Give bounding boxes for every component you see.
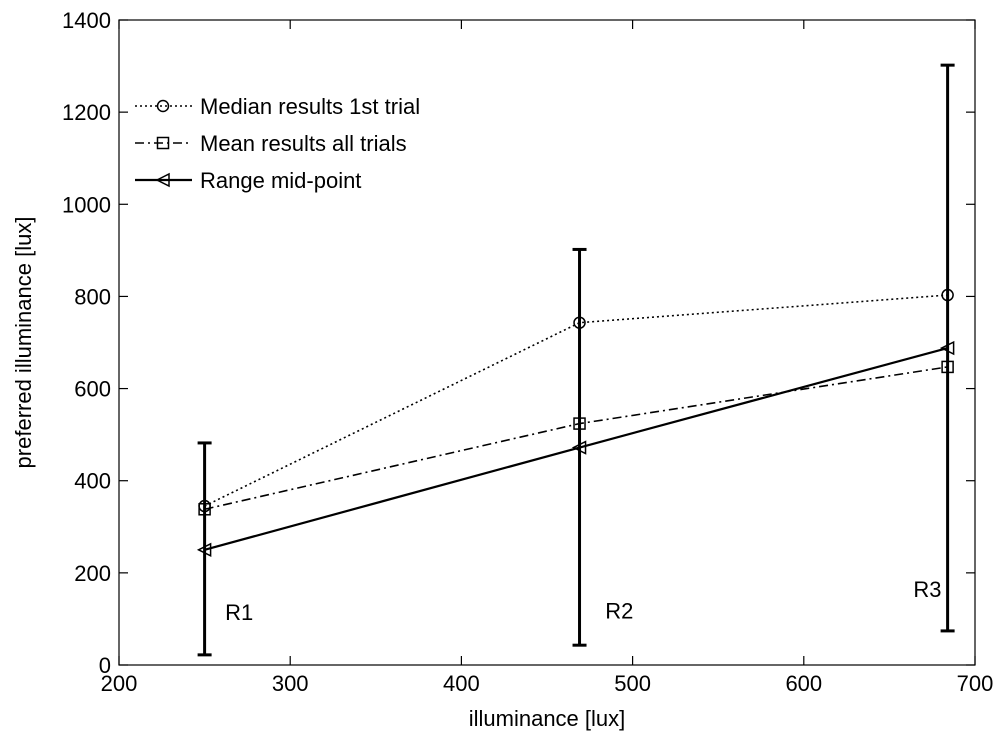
y-tick-label: 200 xyxy=(74,561,111,586)
y-tick-label: 1400 xyxy=(62,8,111,33)
marker-circle xyxy=(573,316,586,329)
annotations: R1 R2 R3 xyxy=(225,577,941,625)
region-label: R3 xyxy=(913,577,941,602)
y-tick-label: 800 xyxy=(74,284,111,309)
legend: Median results 1st trial Mean results all… xyxy=(135,94,420,193)
y-tick-label: 400 xyxy=(74,469,111,494)
y-tick-label: 0 xyxy=(99,653,111,678)
legend-label: Mean results all trials xyxy=(200,131,407,156)
y-tick-label: 1000 xyxy=(62,192,111,217)
series-line xyxy=(204,366,948,511)
marker-triangle xyxy=(196,542,212,558)
x-tick-label: 400 xyxy=(443,671,480,696)
axis-ticks: 200 300 400 500 600 7000200400600800100012001… xyxy=(62,8,993,696)
marker-circle xyxy=(156,99,170,113)
x-tick-label: 700 xyxy=(957,671,994,696)
x-tick-label: 500 xyxy=(614,671,651,696)
y-tick-label: 1200 xyxy=(62,100,111,125)
legend-label: Range mid-point xyxy=(200,168,361,193)
y-axis-label: preferred illuminance [lux] xyxy=(11,217,36,469)
y-tick-label: 600 xyxy=(74,377,111,402)
plot-area-border xyxy=(118,19,976,666)
x-tick-label: 300 xyxy=(272,671,309,696)
series-line xyxy=(204,346,948,551)
marker-square xyxy=(156,136,170,150)
x-tick-label: 200 xyxy=(101,671,138,696)
legend-label: Median results 1st trial xyxy=(200,94,420,119)
axes-frame xyxy=(118,19,976,666)
x-axis-label: illuminance [lux] xyxy=(469,706,626,731)
marker-square xyxy=(198,503,211,516)
marker-triangle xyxy=(939,340,955,356)
marker-square xyxy=(941,360,954,374)
region-label: R2 xyxy=(605,599,633,624)
marker-triangle xyxy=(571,440,587,455)
region-label: R1 xyxy=(225,600,253,625)
marker-triangle xyxy=(155,172,170,188)
data-series xyxy=(196,288,955,558)
marker-circle xyxy=(941,288,954,302)
x-tick-label: 600 xyxy=(785,671,822,696)
marker-square xyxy=(573,417,586,430)
